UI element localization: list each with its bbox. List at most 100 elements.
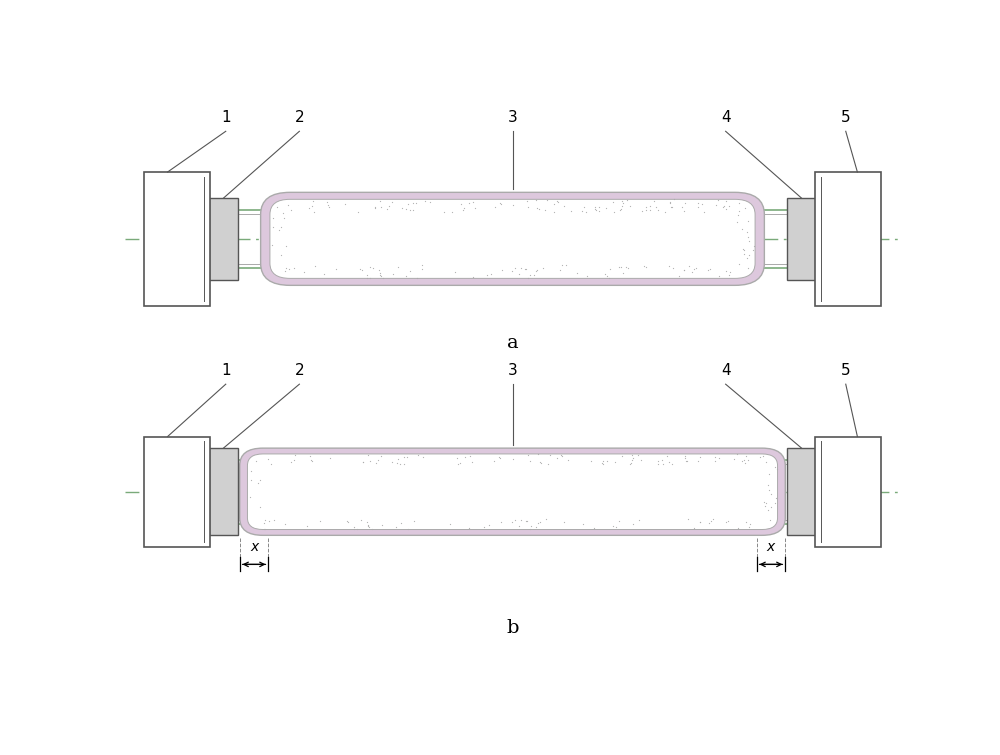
Point	[549, 452, 565, 464]
Point	[354, 264, 370, 276]
Point	[663, 202, 679, 214]
Point	[355, 455, 371, 467]
Point	[359, 272, 375, 284]
Point	[758, 456, 774, 468]
Point	[266, 513, 282, 525]
Bar	[209, 198, 238, 279]
Point	[636, 260, 652, 272]
Point	[734, 223, 750, 236]
Point	[398, 270, 414, 282]
Point	[736, 244, 752, 256]
FancyBboxPatch shape	[261, 193, 764, 285]
Point	[374, 519, 390, 532]
Point	[304, 199, 320, 211]
Point	[595, 458, 611, 470]
Point	[257, 513, 273, 525]
Point	[681, 260, 697, 273]
Point	[465, 196, 481, 208]
Point	[731, 205, 747, 217]
Point	[650, 458, 666, 470]
Point	[578, 206, 594, 218]
Point	[384, 196, 400, 208]
Point	[252, 474, 268, 486]
Point	[598, 202, 614, 214]
Point	[486, 455, 502, 467]
Point	[741, 236, 757, 248]
Point	[684, 266, 700, 278]
Point	[729, 215, 745, 227]
Point	[721, 270, 737, 282]
Point	[531, 203, 547, 215]
Point	[569, 267, 585, 279]
Point	[664, 458, 680, 470]
Point	[400, 199, 416, 211]
Point	[615, 267, 631, 279]
Text: 4: 4	[721, 363, 730, 378]
Point	[767, 461, 783, 473]
Point	[761, 468, 777, 480]
Point	[389, 457, 405, 469]
Point	[517, 263, 533, 276]
Point	[371, 264, 387, 276]
Point	[523, 520, 539, 532]
Point	[690, 201, 706, 213]
Point	[741, 521, 757, 533]
Text: 3: 3	[508, 363, 517, 378]
Point	[677, 451, 693, 464]
Point	[362, 272, 378, 284]
Point	[768, 492, 784, 504]
Point	[349, 523, 365, 535]
Point	[273, 249, 289, 261]
Point	[707, 455, 723, 467]
Point	[528, 194, 544, 206]
Point	[442, 518, 458, 530]
Point	[554, 450, 570, 462]
Point	[390, 260, 406, 273]
Point	[352, 263, 368, 275]
Point	[243, 474, 259, 486]
Point	[483, 268, 499, 280]
Point	[622, 458, 638, 470]
Point	[269, 201, 285, 213]
Point	[405, 197, 421, 209]
Point	[583, 455, 599, 467]
Point	[619, 194, 635, 206]
Point	[522, 455, 538, 467]
Point	[362, 260, 378, 273]
Point	[372, 269, 388, 281]
Point	[718, 203, 734, 215]
Point	[312, 515, 328, 527]
Point	[398, 202, 414, 214]
Point	[505, 453, 521, 465]
Point	[622, 200, 638, 212]
Point	[721, 200, 737, 212]
Point	[737, 202, 753, 214]
Point	[277, 518, 293, 530]
Point	[301, 202, 317, 214]
Point	[350, 206, 366, 218]
Point	[638, 204, 654, 216]
Point	[414, 263, 430, 275]
Point	[507, 513, 523, 525]
Point	[462, 450, 478, 462]
Point	[739, 226, 755, 239]
Point	[756, 496, 772, 508]
Point	[491, 451, 507, 464]
Point	[492, 197, 508, 209]
Point	[552, 264, 568, 276]
Point	[624, 454, 640, 466]
Point	[505, 199, 521, 211]
Point	[385, 267, 401, 279]
Point	[655, 458, 671, 470]
Text: 2: 2	[295, 110, 304, 125]
Point	[464, 456, 480, 468]
Point	[730, 209, 746, 221]
Text: 1: 1	[221, 363, 231, 378]
Point	[738, 450, 754, 462]
Point	[707, 451, 723, 464]
Point	[444, 205, 460, 217]
Point	[265, 220, 281, 233]
Point	[252, 501, 268, 513]
Point	[736, 455, 752, 467]
Point	[275, 207, 291, 219]
